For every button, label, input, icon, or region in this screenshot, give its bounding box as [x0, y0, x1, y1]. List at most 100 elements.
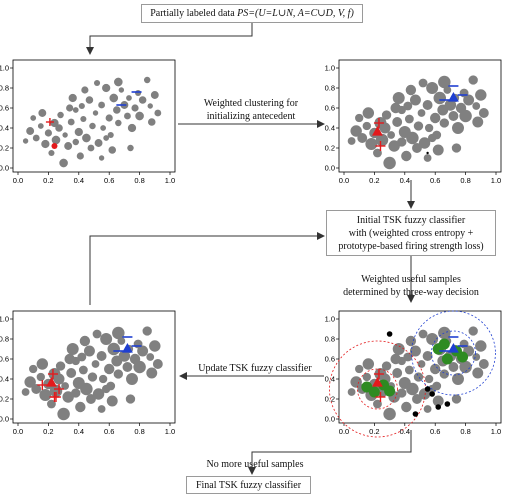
plot-2-gray-point	[350, 125, 362, 137]
useful-sample-point	[441, 353, 453, 365]
plot-1-gray-point	[89, 122, 96, 130]
plot-1-gray-point	[100, 125, 107, 131]
plot-2-gray-point	[424, 123, 434, 133]
useful-sample-point	[457, 351, 469, 363]
plot-1-gray-point	[98, 155, 105, 161]
input-data-formula: PS=(U=L∪N, A=C∪D, V, f)	[237, 8, 354, 19]
plot-4-gray-point	[100, 333, 113, 345]
final-classifier-box: Final TSK fuzzy classifier	[186, 476, 311, 494]
plot-2-ytick-label: 0.2	[325, 144, 335, 153]
plot-3-gray-point	[424, 374, 434, 384]
plot-3-gray-point	[390, 353, 401, 365]
plot-3-gray-point	[468, 326, 478, 336]
plot-3-xtick-label: 0.6	[430, 427, 440, 436]
plot-4-gray-point	[29, 364, 38, 374]
plot-4-gray-point	[75, 401, 86, 413]
plot-2-gray-point	[403, 101, 413, 111]
plot-4-gray-point	[122, 362, 133, 372]
plot-2-xtick-label: 1.0	[491, 176, 501, 185]
plot-1-xtick-label: 1.0	[165, 176, 175, 185]
plot-1-gray-point	[118, 87, 125, 93]
plot-1-gray-point	[150, 91, 159, 99]
rejected-sample-point	[412, 411, 419, 417]
plot-2-gray-point	[423, 154, 432, 162]
input-data-prefix: Partially labeled data	[150, 8, 238, 19]
plot-2-gray-point	[444, 99, 457, 111]
plot-2-ytick-label: 1.0	[325, 64, 335, 73]
plot-3-gray-point	[404, 365, 414, 375]
plot-2-xtick-label: 0.4	[400, 176, 410, 185]
plot-2-gray-point	[409, 94, 421, 106]
plot-2-gray-point	[375, 133, 389, 147]
plot-2-xtick-label: 0.2	[369, 176, 379, 185]
plot-2-gray-point	[388, 140, 400, 152]
plot-1-gray-point	[124, 112, 131, 120]
plot-4-gray-point	[21, 388, 30, 396]
plot-2-gray-point	[418, 137, 431, 149]
plot-4-gray-point	[142, 326, 152, 336]
plot-2-gray-point	[472, 102, 481, 110]
plot-4-ytick-label: 0.8	[0, 335, 9, 344]
plot-1-ytick-label: 0.2	[0, 144, 9, 153]
plot-1-gray-point	[50, 118, 59, 128]
plot-4-blue-prototype	[122, 343, 133, 353]
plot-4-gray-point	[86, 394, 96, 404]
plot-1-gray-point	[107, 131, 114, 139]
plot-1-gray-point	[135, 111, 144, 121]
plot-3-gray-point	[373, 399, 382, 409]
plot-1-gray-point	[147, 103, 153, 109]
plot-1-gray-point	[114, 77, 123, 87]
plot-2-gray-point	[355, 113, 364, 123]
plot-2-gray-point	[428, 133, 437, 143]
plot-3-xtick-label: 0.4	[400, 427, 410, 436]
plot-4-gray-point	[98, 374, 108, 384]
plot-1-xtick-label: 0.2	[43, 176, 53, 185]
plot-1-gray-point	[103, 135, 110, 141]
plot-1-xtick-label: 0.4	[74, 176, 84, 185]
plot-1-xtick-label: 0.6	[104, 176, 114, 185]
plot-4-gray-point	[79, 335, 91, 347]
plot-4-gray-point	[66, 343, 79, 355]
plot-2-gray-point	[405, 84, 417, 96]
plot-2-gray-point	[401, 150, 412, 162]
plot-2-small-dot	[426, 151, 429, 155]
plot-1-gray-point	[57, 111, 64, 119]
plot-4-red-prototype	[46, 377, 57, 387]
plot-4-xtick-label: 1.0	[165, 427, 175, 436]
plot-1-gray-point	[78, 102, 85, 110]
plot-3-gray-point	[403, 352, 413, 362]
plot-3-gray-point	[383, 407, 396, 421]
plot-1-gray-point	[37, 123, 44, 129]
plot-1-gray-point	[127, 144, 134, 152]
plot-4-xtick-label: 0.6	[104, 427, 114, 436]
classifier-line-1: Initial TSK fuzzy classifier	[356, 215, 466, 226]
plot-3-blue-prototype	[448, 343, 459, 353]
plot-2-gray-point	[406, 131, 419, 145]
plot-2-gray-point	[426, 82, 439, 94]
plot-2-ytick-label: 0.6	[325, 104, 335, 113]
plot-1-gray-point	[72, 138, 80, 146]
plot-2-xtick-label: 0.6	[430, 176, 440, 185]
plot-1-red-point	[51, 143, 58, 149]
plot-3-gray-point	[381, 361, 392, 371]
plot-1-gray-point	[115, 119, 122, 127]
plot-1-gray-point	[62, 132, 68, 138]
plot-3-gray-point	[448, 362, 459, 372]
plot-2-gray-point	[448, 111, 459, 121]
plot-2-gray-point	[417, 109, 426, 117]
plot-1-frame	[12, 59, 176, 173]
plot-1-gray-point	[72, 107, 79, 113]
plot-4-gray-point	[133, 360, 146, 374]
plot-2-gray-point	[404, 114, 414, 124]
plot-1-gray-point	[138, 96, 147, 104]
plot-2-gray-point	[433, 91, 447, 105]
plot-2-gray-point	[362, 107, 375, 119]
plot-2-gray-point	[357, 133, 368, 143]
useful-sample-point	[438, 338, 450, 350]
plot-3-gray-point	[355, 364, 364, 374]
plot-1-gray-point	[135, 89, 142, 97]
plot-2-ytick-label: 0.8	[325, 84, 335, 93]
plot-2-ytick-label: 0.0	[325, 164, 335, 173]
plot-2-gray-point	[463, 94, 475, 106]
